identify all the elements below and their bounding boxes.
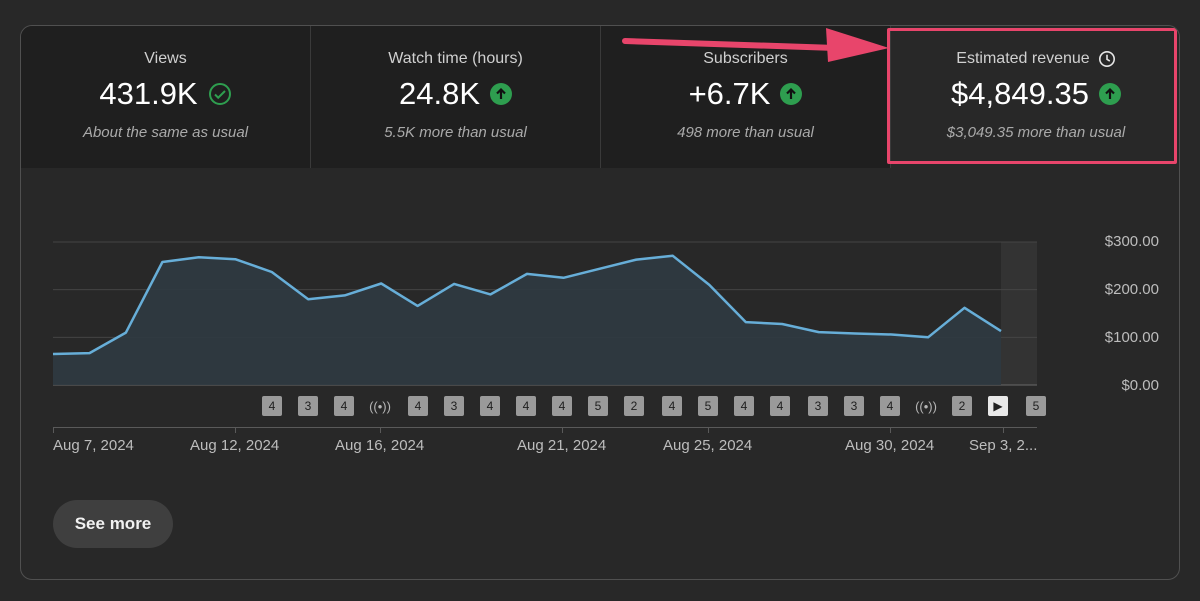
metric-tab-watch-time[interactable]: Watch time (hours) 24.8K 5.5K more than … (311, 26, 601, 168)
video-count-marker[interactable]: 4 (262, 396, 282, 416)
clock-icon[interactable] (1098, 50, 1116, 68)
revenue-area (53, 255, 1001, 385)
video-count-marker[interactable]: 4 (734, 396, 754, 416)
x-tick-label: Aug 12, 2024 (190, 437, 280, 454)
metric-label-text: Watch time (hours) (388, 50, 523, 67)
metric-value: 24.8K (398, 76, 480, 111)
x-axis-line (53, 427, 1037, 428)
live-stream-marker[interactable]: ((•)) (369, 398, 391, 414)
metric-note: $3,049.35 more than usual (946, 124, 1126, 141)
x-tick (1003, 427, 1004, 433)
y-tick-label: $0.00 (1121, 377, 1159, 394)
metric-label-text: Subscribers (703, 50, 788, 67)
annotation-arrow-icon (622, 28, 889, 62)
video-count-marker[interactable]: 4 (770, 396, 790, 416)
x-tick-label: Aug 25, 2024 (663, 437, 753, 454)
metric-value: +6.7K (688, 76, 771, 111)
y-tick-label: $200.00 (1104, 281, 1159, 298)
x-tick-label: Aug 30, 2024 (845, 437, 935, 454)
video-count-marker[interactable]: 3 (808, 396, 828, 416)
arrow-up-icon (780, 83, 803, 105)
video-count-marker[interactable]: 5 (1026, 396, 1046, 416)
play-marker[interactable]: ▶ (988, 396, 1008, 416)
y-tick-label: $100.00 (1104, 329, 1159, 346)
x-tick-label: Aug 16, 2024 (335, 437, 425, 454)
video-count-marker[interactable]: 4 (334, 396, 354, 416)
chart-recent-shade (1001, 242, 1037, 385)
video-count-marker[interactable]: 4 (552, 396, 572, 416)
metric-tab-views[interactable]: Views 431.9K About the same as usual (21, 26, 311, 168)
arrow-up-icon (1098, 83, 1121, 105)
x-tick (53, 427, 54, 433)
x-tick (890, 427, 891, 433)
x-tick (380, 427, 381, 433)
metric-label-text: Estimated revenue (956, 50, 1090, 67)
metric-label-text: Views (144, 50, 187, 67)
arrow-up-icon (490, 83, 512, 105)
metric-value: 431.9K (99, 76, 198, 111)
check-circle-icon (208, 82, 232, 106)
x-tick (235, 427, 236, 433)
x-tick-label: Sep 3, 2... (969, 437, 1038, 454)
video-count-marker[interactable]: 5 (698, 396, 718, 416)
y-tick-label: $300.00 (1104, 233, 1159, 250)
video-count-marker[interactable]: 2 (952, 396, 972, 416)
video-count-marker[interactable]: 3 (444, 396, 464, 416)
video-count-marker[interactable]: 4 (662, 396, 682, 416)
metric-label: Watch time (hours) (311, 50, 600, 68)
video-count-marker[interactable]: 4 (480, 396, 500, 416)
metric-note: 498 more than usual (677, 124, 814, 141)
x-tick (562, 427, 563, 433)
see-more-button[interactable]: See more (53, 500, 173, 548)
metric-note: About the same as usual (82, 124, 249, 141)
revenue-chart (52, 241, 1037, 386)
x-tick-label: Aug 7, 2024 (53, 437, 134, 454)
metric-label: Estimated revenue (891, 50, 1179, 68)
metric-label: Subscribers (601, 50, 890, 68)
video-count-marker[interactable]: 4 (408, 396, 428, 416)
video-count-marker[interactable]: 5 (588, 396, 608, 416)
metric-value: $4,849.35 (951, 76, 1089, 111)
video-count-marker[interactable]: 4 (880, 396, 900, 416)
metric-tab-estimated-revenue[interactable]: Estimated revenue $4,849.35 $3,049.35 mo… (891, 26, 1179, 168)
revenue-line (52, 254, 1002, 356)
analytics-card: Views 431.9K About the same as usual Wat… (20, 25, 1180, 580)
metric-note: 5.5K more than usual (384, 124, 527, 141)
video-count-marker[interactable]: 2 (624, 396, 644, 416)
video-count-marker[interactable]: 3 (844, 396, 864, 416)
x-tick-label: Aug 21, 2024 (517, 437, 607, 454)
live-stream-marker[interactable]: ((•)) (915, 398, 937, 414)
video-count-marker[interactable]: 3 (298, 396, 318, 416)
metric-tabs: Views 431.9K About the same as usual Wat… (21, 26, 1179, 168)
metric-label: Views (21, 50, 310, 68)
video-count-marker[interactable]: 4 (516, 396, 536, 416)
x-tick (708, 427, 709, 433)
